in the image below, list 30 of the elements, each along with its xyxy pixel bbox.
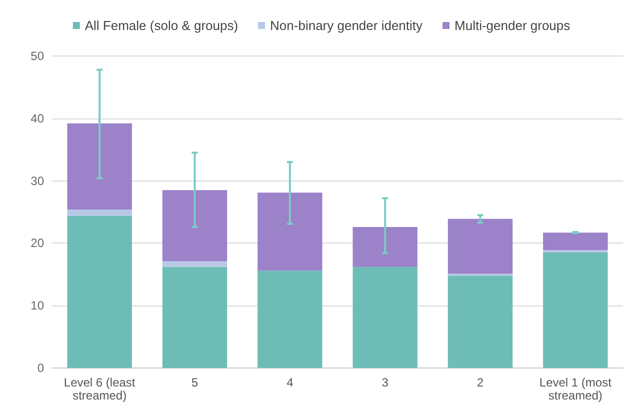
x-tick-label: 5 <box>191 376 198 390</box>
legend-label: Non-binary gender identity <box>270 18 424 33</box>
bar <box>162 190 228 262</box>
bar <box>67 123 132 210</box>
x-tick-label: Level 1 (most streamed) <box>539 376 612 402</box>
bar <box>67 210 132 216</box>
legend-label: All Female (solo & groups) <box>84 18 238 33</box>
y-tick-label: 40 <box>30 111 44 126</box>
bar <box>258 192 322 271</box>
bar <box>258 270 322 368</box>
y-tick-label: 50 <box>30 49 44 63</box>
x-tick-label: 2 <box>476 376 484 390</box>
y-tick-label: 10 <box>30 298 44 313</box>
x-tick-label: 4 <box>286 376 294 390</box>
bar <box>448 276 513 368</box>
bar <box>67 216 132 368</box>
x-tick-label: Level 6 (least streamed) <box>64 376 136 402</box>
y-tick-label: 0 <box>37 361 44 375</box>
y-tick-label: 30 <box>30 174 44 188</box>
bar <box>543 252 608 368</box>
y-tick-label: 20 <box>30 236 44 250</box>
bar <box>543 232 608 250</box>
bar <box>543 250 608 253</box>
bar <box>448 218 513 274</box>
bar <box>352 226 418 267</box>
x-tick-label: 3 <box>382 376 389 390</box>
bar <box>352 266 418 368</box>
bar <box>162 266 228 368</box>
legend-label: Multi-gender groups <box>454 18 571 33</box>
bar <box>162 261 228 267</box>
